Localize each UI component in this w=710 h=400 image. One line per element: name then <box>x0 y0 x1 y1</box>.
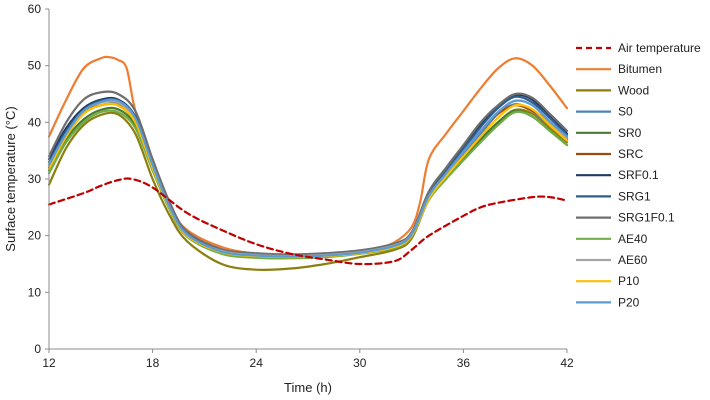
legend-label-p10: P10 <box>618 274 640 288</box>
legend-label-bitumen: Bitumen <box>618 62 662 76</box>
legend-label-p20: P20 <box>618 295 640 309</box>
legend-label-air-temperature: Air temperature <box>618 41 701 55</box>
series-line-ae40 <box>47 109 569 260</box>
x-tick-label: 36 <box>457 356 471 370</box>
x-tick-label: 42 <box>560 356 574 370</box>
legend-label-src: SRC <box>618 147 644 161</box>
legend-label-srg1f0-1: SRG1F0.1 <box>618 211 675 225</box>
y-tick-label: 40 <box>28 115 42 129</box>
series-line-air-temperature <box>47 177 569 266</box>
legend-label-ae40: AE40 <box>618 232 648 246</box>
y-tick-label: 60 <box>28 2 42 16</box>
series-line-p10 <box>47 102 569 259</box>
y-axis-title: Surface temperature (°C) <box>3 106 18 251</box>
legend-label-srg1: SRG1 <box>618 189 651 203</box>
legend-label-ae60: AE60 <box>618 253 648 267</box>
series-line-sr0 <box>47 106 569 259</box>
series-line-srg1f0-1 <box>47 90 569 256</box>
x-tick-label: 18 <box>146 356 160 370</box>
y-tick-label: 20 <box>28 229 42 243</box>
legend: Air temperature Bitumen Wood S0 SR0 SRC SRF0.1… <box>576 41 701 309</box>
series-line-p20 <box>47 98 569 258</box>
y-tick-label: 30 <box>28 172 42 186</box>
legend-label-s0: S0 <box>618 105 633 119</box>
x-tick-label: 30 <box>353 356 367 370</box>
series-line-bitumen <box>47 55 569 257</box>
series-lines <box>47 55 569 272</box>
y-tick-label: 0 <box>34 342 41 356</box>
x-tick-label: 12 <box>42 356 56 370</box>
legend-label-sr0: SR0 <box>618 126 642 140</box>
y-tick-label: 10 <box>28 285 42 299</box>
legend-label-srf0-1: SRF0.1 <box>618 168 659 182</box>
x-axis-title: Time (h) <box>284 380 332 395</box>
x-tick-label: 24 <box>250 356 264 370</box>
y-tick-label: 50 <box>28 59 42 73</box>
axes: 0 10 20 30 40 50 60 12 18 24 30 36 42 <box>28 2 574 370</box>
legend-label-wood: Wood <box>618 83 649 97</box>
